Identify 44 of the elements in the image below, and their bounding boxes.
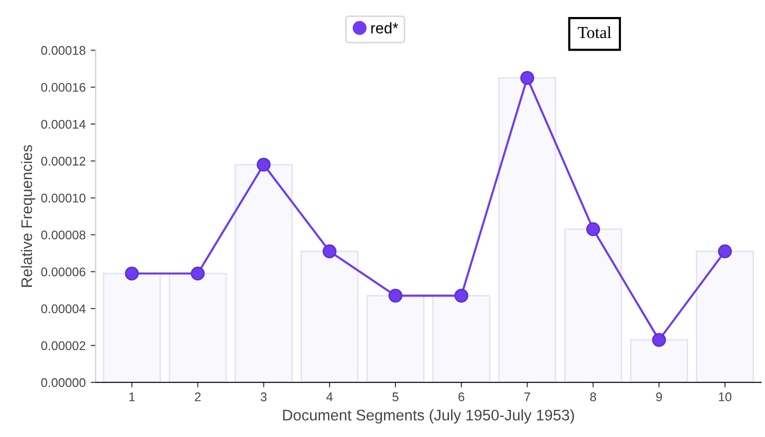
- x-tick-label: 2: [194, 392, 201, 402]
- bar: [696, 250, 754, 382]
- y-tick-label: 0.00006: [41, 267, 86, 276]
- bar: [300, 250, 359, 382]
- x-tick-label: 7: [524, 392, 530, 402]
- y-tick-label: 0.00010: [41, 194, 86, 203]
- y-tick-label: 0.00016: [41, 82, 86, 92]
- x-axis-title: Document Segments (July 1950-July 1953): [283, 409, 574, 424]
- point: [190, 266, 205, 280]
- bar: [366, 294, 424, 382]
- bar: [630, 339, 688, 382]
- bar: [168, 272, 227, 382]
- bar: [564, 228, 622, 382]
- point: [322, 244, 336, 258]
- y-tick-label: 0.00002: [41, 341, 86, 350]
- point: [454, 288, 468, 303]
- x-tick-label: 4: [326, 392, 333, 402]
- point: [718, 244, 732, 258]
- bar: [432, 294, 490, 382]
- y-tick-label: 0.00008: [41, 230, 86, 240]
- y-tick-label: 0.00000: [41, 378, 86, 388]
- x-tick-label: 10: [718, 392, 732, 402]
- y-tick-label: 0.00014: [41, 120, 86, 129]
- bar: [102, 272, 161, 382]
- bar: [234, 164, 293, 382]
- point: [124, 266, 139, 280]
- x-tick-label: 9: [656, 392, 662, 402]
- x-tick-label: 8: [590, 392, 596, 402]
- y-tick-label: 0.00012: [41, 156, 86, 166]
- legend-label: red*: [371, 22, 398, 34]
- y-tick-label: 0.00004: [41, 304, 86, 314]
- y-axis-title: Relative Frequencies: [20, 145, 36, 287]
- point: [520, 70, 534, 85]
- text: Total: [578, 26, 612, 38]
- bar: [498, 77, 556, 382]
- x-tick-label: 1: [129, 392, 135, 402]
- x-tick-label: 3: [260, 392, 267, 402]
- point: [388, 288, 402, 303]
- point: [256, 158, 271, 172]
- point: [586, 222, 600, 236]
- x-tick-label: 6: [458, 392, 464, 402]
- point: [652, 332, 666, 347]
- y-tick-label: 0.00018: [41, 46, 86, 55]
- x-tick-label: 5: [392, 392, 398, 402]
